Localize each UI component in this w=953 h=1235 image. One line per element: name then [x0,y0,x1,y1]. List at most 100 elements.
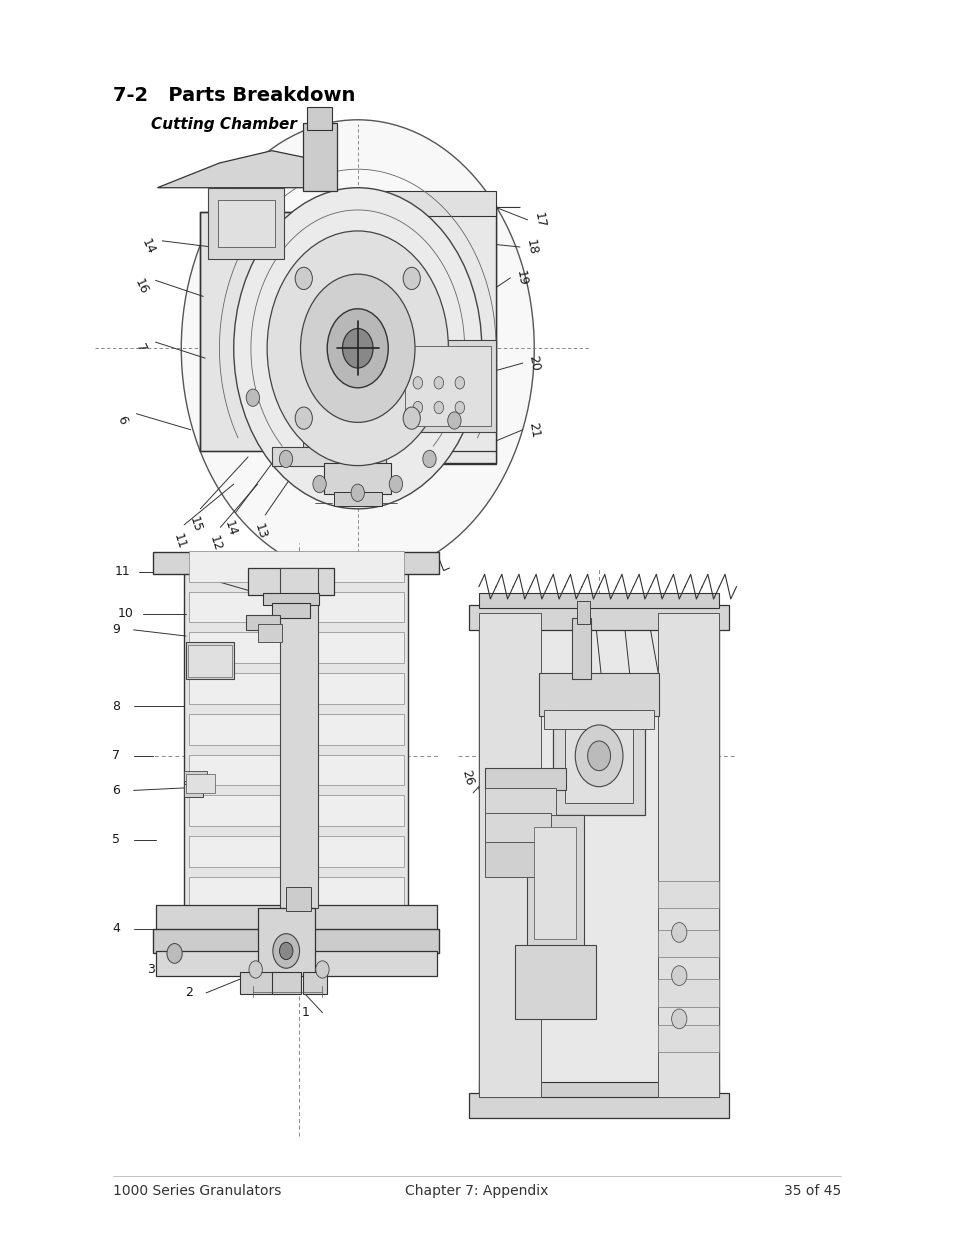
Text: 1: 1 [301,1007,309,1019]
Text: ASSY
BOLT
TORQUE: ASSY BOLT TORQUE [434,220,454,237]
Text: 7: 7 [133,342,149,354]
Bar [186,774,214,793]
Text: 21: 21 [526,421,541,438]
Text: 16: 16 [132,277,151,296]
Bar [543,710,654,729]
Circle shape [403,408,420,430]
Circle shape [246,389,259,406]
Bar [534,827,576,939]
Text: 14: 14 [138,237,157,257]
Bar [279,568,317,908]
Text: 4: 4 [112,923,120,935]
Bar [658,613,719,1097]
Bar [478,613,719,1097]
Text: 12: 12 [159,566,174,578]
Bar [343,448,367,463]
Circle shape [294,267,312,289]
Text: 13: 13 [252,521,269,541]
Circle shape [413,377,422,389]
Bar [469,605,728,630]
Text: Chapter 7: Appendix: Chapter 7: Appendix [405,1184,548,1198]
Circle shape [327,309,388,388]
Bar [307,107,332,130]
Bar [334,492,381,506]
Circle shape [181,120,534,577]
Text: 28: 28 [489,795,506,815]
Circle shape [249,961,262,978]
Text: 11: 11 [171,531,188,551]
Bar [189,755,403,785]
Text: 7-2   Parts Breakdown: 7-2 Parts Breakdown [112,86,355,105]
Bar [189,836,403,867]
Text: 8: 8 [112,700,120,713]
Bar [189,592,403,622]
Text: 3: 3 [147,963,154,976]
Bar [189,551,403,582]
Bar [478,593,719,608]
Bar [658,979,719,1007]
Text: 11: 11 [114,566,130,578]
Text: 12: 12 [207,534,224,553]
Bar [286,887,311,911]
Circle shape [273,934,299,968]
Bar [484,842,560,877]
Text: 25: 25 [634,595,651,615]
Circle shape [267,231,448,466]
Bar [572,618,591,679]
Bar [405,346,491,426]
Circle shape [389,475,402,493]
Circle shape [422,451,436,468]
Text: 5: 5 [112,834,120,846]
Polygon shape [200,212,376,451]
Bar [400,340,496,432]
Circle shape [413,401,422,414]
Circle shape [455,401,464,414]
Text: 9: 9 [112,624,120,636]
Circle shape [447,412,460,430]
Text: 6: 6 [112,784,120,797]
Bar [189,673,403,704]
Bar [246,615,279,630]
Text: ASSY
BOLT
TORQUE: ASSY BOLT TORQUE [434,440,454,457]
Circle shape [294,408,312,430]
Circle shape [313,475,326,493]
Bar [469,1093,728,1118]
Text: 7: 7 [112,750,120,762]
Bar [367,191,496,216]
Bar [184,572,408,908]
Text: 15: 15 [187,515,204,535]
Bar [263,593,318,605]
Bar [303,124,336,191]
Circle shape [587,741,610,771]
Text: 26: 26 [458,768,476,788]
Bar [152,552,438,574]
Text: 22: 22 [551,595,568,615]
Bar [189,632,403,663]
Bar [478,1082,719,1097]
Bar [257,624,282,642]
Circle shape [575,725,622,787]
Bar [248,568,334,595]
Circle shape [671,1009,686,1029]
Circle shape [279,942,293,960]
Text: 14: 14 [501,595,518,615]
Bar [515,945,596,1019]
Circle shape [455,377,464,389]
Circle shape [342,329,373,368]
Bar [272,603,310,618]
Bar [526,815,583,951]
Bar [478,613,540,1097]
Text: 14: 14 [222,519,239,538]
Bar [208,188,284,259]
Bar [188,645,232,677]
Bar [564,710,633,803]
Bar [272,447,386,466]
Bar [303,972,327,994]
Bar [367,210,496,463]
Bar [658,881,719,908]
Text: 27: 27 [473,783,490,803]
Bar [257,908,314,976]
Bar [189,877,403,908]
Bar [658,930,719,957]
Text: Cutting Chamber: Cutting Chamber [151,117,296,132]
